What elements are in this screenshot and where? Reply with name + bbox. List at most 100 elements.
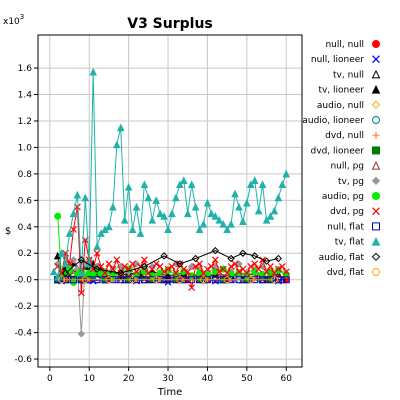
legend-item: tv, flat [335,236,381,248]
legend-item: null, pg [330,160,381,172]
legend-marker [372,222,380,231]
data-point [250,176,259,184]
legend-item: audio, null [317,100,381,111]
legend-item: audio, pg [322,192,380,202]
legend-label: tv, lioneer [318,86,364,96]
x-axis-title: Time [157,387,182,398]
y-tick-label: 1.4 [18,91,33,101]
data-point [58,276,66,284]
data-point [172,269,180,277]
axes-layer: 0 10 20 30 40 50 60 -0.6 -0.4 -0.2 -0.0 0.2 0.4 0.6 0.… [14,34,303,384]
y-tick-label: -0.2 [14,302,32,312]
legend: null, null null, lioneer tv, null tv, lione… [302,40,381,278]
data-point [112,140,121,149]
data-point [129,276,137,284]
series-line [53,71,287,279]
data-point [152,196,161,204]
legend-item: tv, lioneer [318,84,381,96]
y-axis-multiplier: x103 [3,13,24,27]
y-tick-label: 1.6 [18,64,33,74]
legend-label: tv, null [333,70,364,80]
data-point [192,263,200,270]
legend-label: tv, flat [335,238,365,248]
data-point [270,206,279,215]
data-point [188,284,196,292]
y-tick-label: -0.0 [14,276,32,286]
data-point [187,180,196,188]
data-point [247,263,255,270]
data-point [227,254,235,263]
legend-label: dvd, pg [330,207,364,217]
legend-marker [372,131,380,139]
data-point [176,274,184,282]
data-point [282,276,290,284]
data-point [251,252,259,260]
data-point [148,265,156,273]
data-point [54,212,62,220]
y-tick-label: 0.6 [18,196,33,206]
data-point [117,269,125,277]
data-point [168,263,176,270]
data-point [121,263,129,270]
data-point [231,189,239,198]
data-point [164,265,172,273]
data-point [211,256,219,264]
data-point [160,252,168,260]
x-tick-label: 0 [47,374,53,384]
data-point [258,180,267,188]
y-tick-label: 0.4 [18,223,33,233]
legend-item: tv, pg [338,176,381,187]
data-point [259,270,267,278]
data-point [140,262,149,271]
y-tick-label: 1.0 [18,143,33,153]
data-point [124,182,133,191]
data-point [204,265,211,273]
series-tv-flat [49,67,291,281]
data-point [179,176,188,184]
series-audio-flat [61,246,283,277]
data-point [255,265,263,273]
legend-marker [372,268,380,276]
legend-marker [371,69,381,79]
data-point [152,260,160,268]
data-point [211,246,220,255]
data-point [57,249,66,257]
data-point [132,202,141,211]
data-point [262,216,271,224]
legend-marker [371,252,381,262]
data-point [199,220,208,228]
data-point [274,265,282,273]
data-point [263,268,270,276]
legend-marker [371,176,381,186]
data-point [128,225,137,233]
data-point [113,256,121,264]
x-tick-label: 40 [202,374,214,384]
data-point [274,193,283,202]
data-point [120,216,129,224]
data-point [227,263,235,270]
data-point [239,249,247,257]
legend-label: null, pg [330,162,364,172]
data-point [195,225,204,233]
x-tick-label: 60 [281,374,293,384]
data-point [219,220,228,228]
legend-label: dvd, lioneer [311,146,365,156]
series-dvd-flat [58,276,278,284]
data-point [196,269,204,277]
plot-frame [37,34,303,368]
data-point [223,225,231,233]
data-point [199,276,207,284]
data-point [187,262,196,271]
data-point [176,260,184,268]
data-point [97,229,105,237]
data-point [93,265,101,273]
legend-item: dvd, flat [327,268,380,278]
data-point [156,263,164,270]
data-point [49,267,58,276]
data-point [65,229,74,237]
legend-label: audio, null [317,101,364,111]
data-point [70,226,77,233]
data-point [278,180,287,188]
